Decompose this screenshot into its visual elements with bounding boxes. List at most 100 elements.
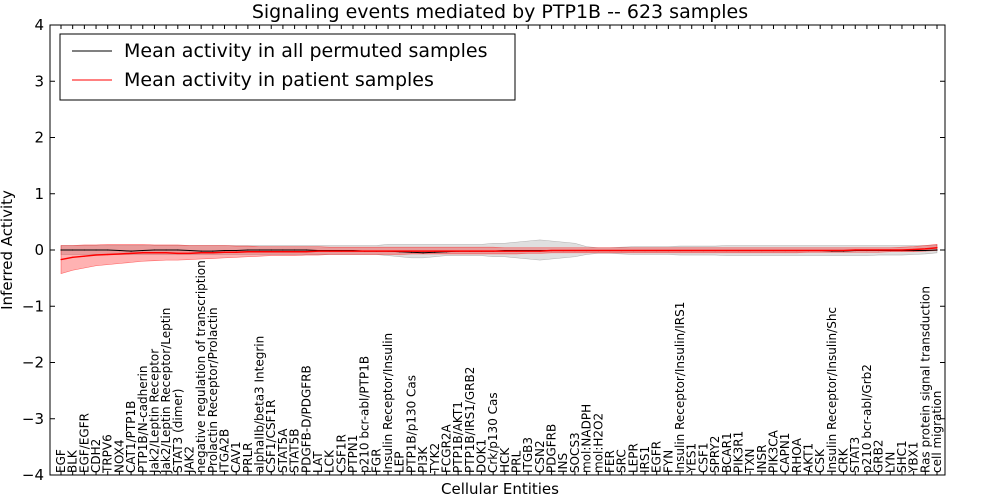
data-point-patient xyxy=(445,250,448,252)
data-point-permuted xyxy=(422,252,424,254)
data-point-permuted xyxy=(434,251,436,253)
data-point-patient xyxy=(656,249,658,252)
data-point-patient xyxy=(72,256,74,258)
x-tick-label: FGR xyxy=(369,448,383,473)
x-tick-label: SHC1 xyxy=(895,440,909,473)
x-tick-label: TRPV6 xyxy=(101,434,115,474)
x-tick-label: Prolactin Receptor/Prolactin xyxy=(206,307,220,473)
y-tick-label: −2 xyxy=(22,354,44,372)
data-point-patient xyxy=(434,250,436,252)
data-point-permuted xyxy=(410,251,412,253)
data-point-patient xyxy=(749,249,751,252)
data-point-permuted xyxy=(95,249,97,251)
y-axis-label: Inferred Activity xyxy=(0,190,16,310)
data-point-patient xyxy=(842,249,845,252)
data-point-permuted xyxy=(282,249,284,251)
data-point-patient xyxy=(142,252,144,254)
y-tick-label: 0 xyxy=(34,241,44,259)
data-point-permuted xyxy=(294,249,296,251)
data-point-patient xyxy=(247,251,249,253)
x-tick-label: PTP1B/IRS1/GRB2 xyxy=(463,367,477,473)
x-tick-label: HCK xyxy=(498,447,512,473)
x-tick-label: p210 bcr-abl/PTP1B xyxy=(358,356,372,473)
y-tick-label: −4 xyxy=(22,466,44,484)
x-tick-label: p210 bcr-abl/Grb2 xyxy=(860,364,874,473)
x-tick-label: mol:H2O2 xyxy=(591,413,605,473)
x-tick-label: PTPN1 xyxy=(346,435,360,473)
data-point-permuted xyxy=(107,249,109,251)
y-tick-label: 1 xyxy=(34,185,44,203)
x-tick-label: mol:NADPH xyxy=(580,404,594,473)
lines-layer xyxy=(60,247,938,261)
bands-layer xyxy=(60,239,938,275)
y-tick-label: 3 xyxy=(34,72,44,90)
x-tick-label: CRK xyxy=(837,447,851,473)
data-point-patient xyxy=(410,250,412,252)
y-tick-label: −1 xyxy=(22,297,44,315)
x-axis: EGFBLKEGF/EGFRCDH2TRPV6NOX4CAT1/PTP1BPTP… xyxy=(54,25,944,475)
data-point-permuted xyxy=(177,249,179,251)
data-point-patient xyxy=(270,251,272,253)
data-point-patient xyxy=(586,249,588,252)
x-tick-label: TYK2 xyxy=(428,443,442,474)
data-point-permuted xyxy=(83,249,85,251)
x-tick-label: Insulin Receptor/Insulin/Shc xyxy=(825,307,839,473)
data-point-patient xyxy=(644,249,646,252)
x-tick-label: LAT xyxy=(311,451,325,473)
x-tick-label: YBX1 xyxy=(907,442,921,474)
data-point-patient xyxy=(515,250,518,252)
x-tick-label: CSN2 xyxy=(533,440,547,473)
x-tick-label: Insulin Receptor/Insulin/IRS1 xyxy=(673,302,687,473)
plot-frame xyxy=(49,24,946,476)
data-point-patient xyxy=(305,251,307,253)
data-point-patient xyxy=(457,250,459,252)
data-point-permuted xyxy=(165,249,167,251)
data-point-patient xyxy=(889,249,891,251)
data-point-permuted xyxy=(212,250,214,252)
x-tick-label: negative regulation of transcription xyxy=(194,260,208,473)
data-point-patient xyxy=(691,249,693,252)
x-tick-label: PIK3R1 xyxy=(731,431,745,473)
y-tick-label: −3 xyxy=(22,410,44,428)
data-point-patient xyxy=(118,253,120,255)
data-point-permuted xyxy=(924,249,926,252)
data-point-patient xyxy=(901,249,903,251)
chart-title: Signaling events mediated by PTP1B -- 62… xyxy=(252,1,748,23)
data-point-patient xyxy=(223,251,226,253)
data-point-patient xyxy=(492,250,494,252)
x-tick-label: Jak2/Leptin Receptor/Leptin xyxy=(159,308,173,474)
data-point-patient xyxy=(352,250,354,252)
data-point-patient xyxy=(936,247,938,249)
data-point-patient xyxy=(212,252,214,254)
x-tick-label: PDGFB-D/PDGFRB xyxy=(299,365,313,473)
data-point-permuted xyxy=(258,249,261,251)
data-point-patient xyxy=(469,250,471,252)
data-point-patient xyxy=(924,248,926,250)
data-point-permuted xyxy=(936,249,938,251)
x-tick-label: EGF/EGFR xyxy=(77,413,91,473)
data-point-patient xyxy=(60,258,62,261)
data-point-patient xyxy=(761,249,763,252)
data-point-patient xyxy=(130,252,132,254)
x-tick-label: STAT3 xyxy=(848,437,862,473)
data-point-patient xyxy=(539,250,541,252)
data-point-permuted xyxy=(60,249,62,251)
data-point-patient xyxy=(317,250,319,252)
data-point-patient xyxy=(913,248,915,251)
x-tick-label: CAPN1 xyxy=(778,433,792,473)
x-tick-label: Crk/p130 Cas xyxy=(486,392,500,473)
x-tick-label: TXN xyxy=(743,448,757,474)
data-point-permuted xyxy=(142,249,144,252)
data-point-patient xyxy=(480,250,483,252)
x-tick-label: STAT5A xyxy=(276,428,290,473)
data-point-patient xyxy=(177,252,179,254)
legend-label-patient: Mean activity in patient samples xyxy=(124,69,434,91)
x-tick-label: NOX4 xyxy=(112,439,126,473)
data-point-patient xyxy=(364,250,366,252)
x-tick-label: CSF1 xyxy=(696,442,710,473)
x-tick-label: FCGR2A xyxy=(439,423,453,473)
x-tick-label: JAK2 xyxy=(182,446,196,474)
band-patient xyxy=(60,244,938,275)
data-point-patient xyxy=(375,250,377,252)
